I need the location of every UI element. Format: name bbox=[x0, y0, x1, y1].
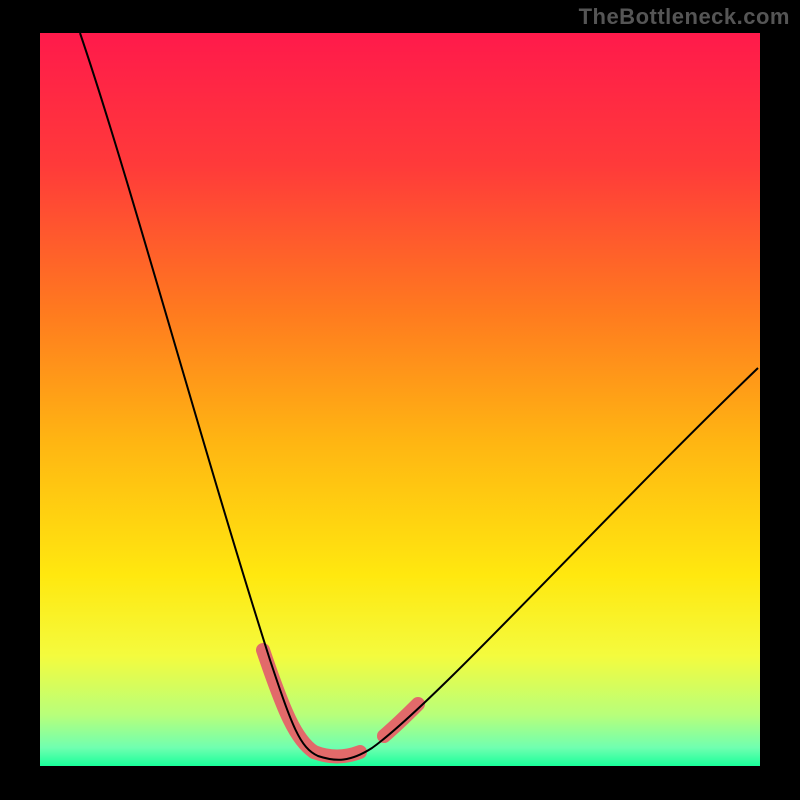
plot-background bbox=[40, 33, 760, 766]
marker-segment-1 bbox=[314, 752, 360, 757]
watermark-text: TheBottleneck.com bbox=[579, 4, 790, 30]
chart-svg bbox=[0, 0, 800, 800]
chart-frame: TheBottleneck.com bbox=[0, 0, 800, 800]
